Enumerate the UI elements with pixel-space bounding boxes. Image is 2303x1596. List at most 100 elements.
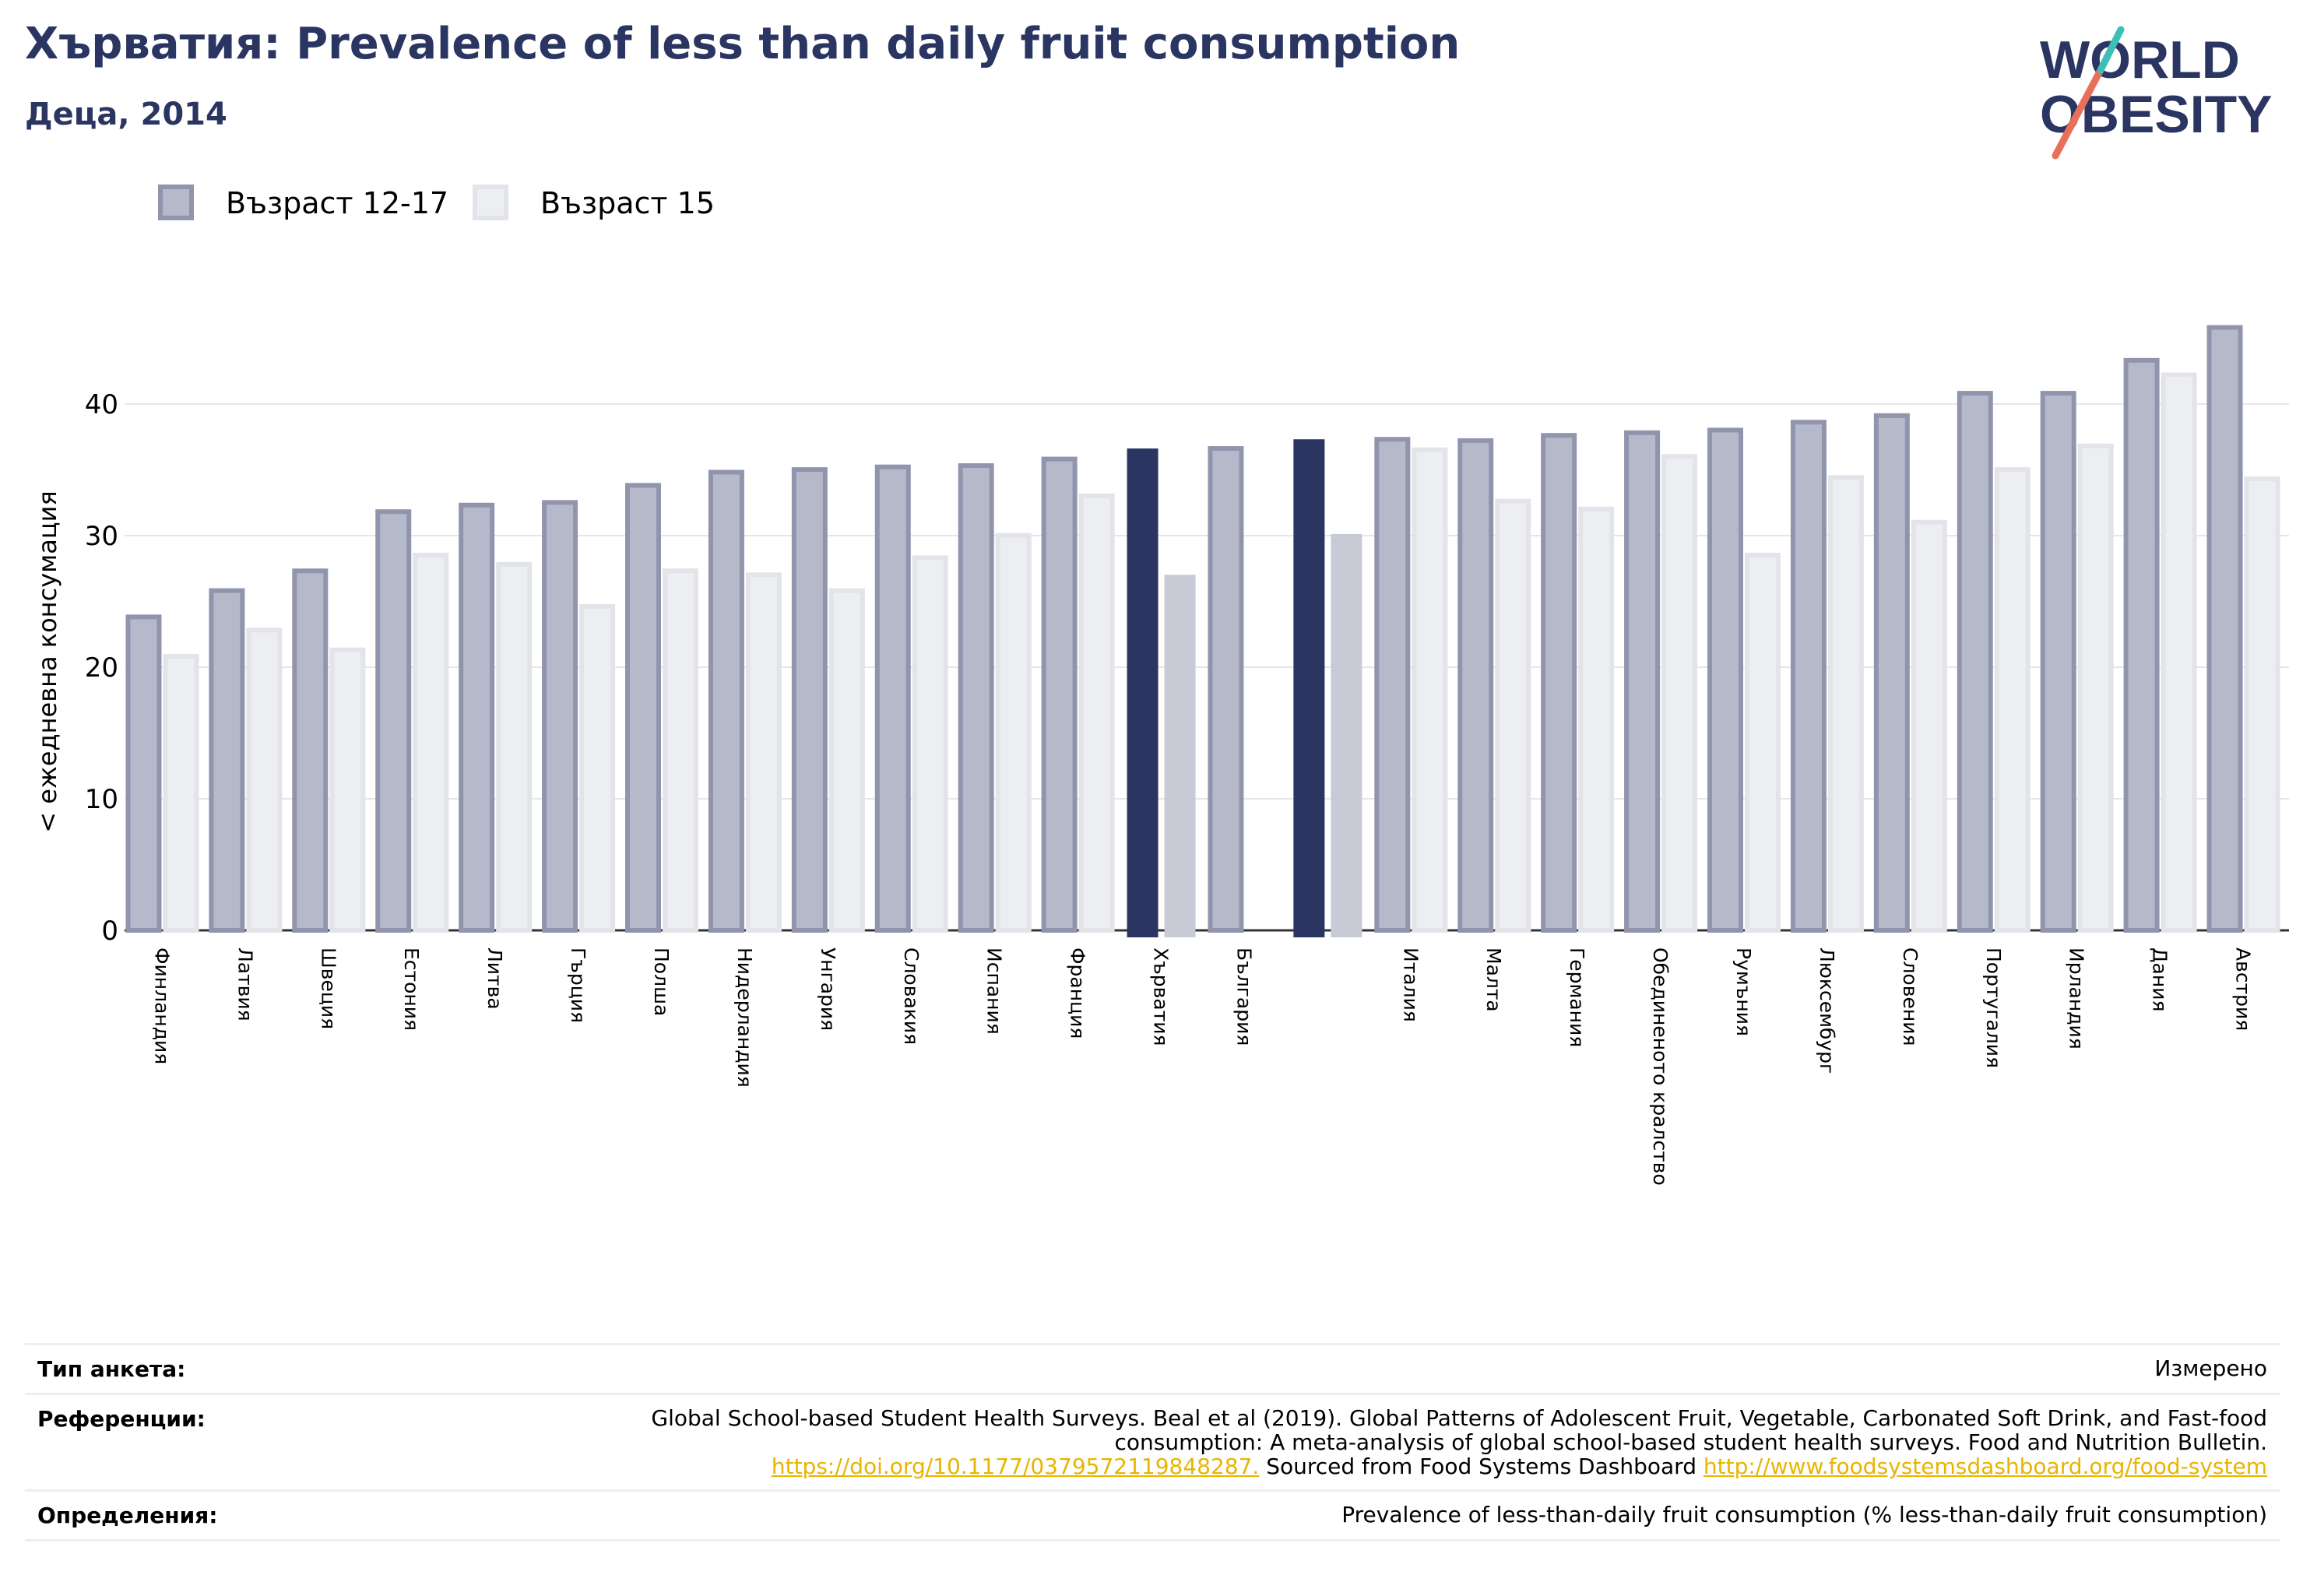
- bar-age-12-17-17: [1541, 433, 1577, 933]
- bar-age-15-25: [2244, 476, 2280, 933]
- bar-age-12-17-16: [1457, 438, 1494, 933]
- bar-age-15-18: [1661, 454, 1698, 933]
- info-table: Тип анкета: Измерено Референции: Global …: [25, 1343, 2280, 1542]
- category-label: Гърция: [567, 947, 589, 1023]
- legend-label: Възраст 12-17: [226, 186, 448, 220]
- y-tick-label: 30: [85, 521, 118, 552]
- bar-age-12-17-19: [1707, 427, 1743, 933]
- bar-age-12-17-13: [1208, 446, 1244, 933]
- y-tick-label: 0: [101, 916, 118, 947]
- category-label: Нидерландия: [733, 947, 756, 1088]
- category-label: Малта: [1482, 947, 1505, 1012]
- category-label: Унгария: [817, 947, 839, 1031]
- info-row-defs: Определения: Prevalence of less-than-dai…: [25, 1489, 2280, 1542]
- info-row-refs: Референции: Global School-based Student …: [25, 1393, 2280, 1489]
- bar-age-12-17-8: [791, 467, 828, 933]
- category-label: Испания: [983, 947, 1006, 1035]
- world-obesity-logo: WORLD OBESITY: [2040, 26, 2273, 160]
- y-tick-label: 10: [85, 784, 118, 815]
- bar-age-15-24: [2161, 372, 2197, 933]
- bar-age-15-6: [663, 568, 698, 933]
- category-label: Финландия: [150, 947, 173, 1064]
- references-text: Global School-based Student Health Surve…: [651, 1405, 2267, 1455]
- bar-age-12-17-3: [375, 509, 412, 933]
- doi-link[interactable]: https://doi.org/10.1177/0379572119848287…: [771, 1454, 1260, 1479]
- bar-age-15-9: [912, 555, 948, 933]
- bar-age-15-1: [246, 628, 283, 933]
- bar-age-15-16: [1495, 498, 1531, 933]
- bars: [125, 325, 2280, 937]
- bar-age-15-14: [1331, 533, 1362, 937]
- bar-chart: Възраст 12-17 Възраст 15 0 10 20 30 40 Финлан…: [33, 185, 2289, 1186]
- category-label: Литва: [483, 947, 506, 1010]
- bar-age-12-17-7: [708, 469, 744, 933]
- category-label: Франция: [1067, 947, 1089, 1039]
- bar-age-12-17-9: [874, 464, 911, 933]
- bar-age-15-3: [413, 552, 449, 933]
- definitions-value: Prevalence of less-than-daily fruit cons…: [1341, 1502, 2267, 1527]
- food-systems-link[interactable]: http://www.foodsystemsdashboard.org/food…: [1703, 1454, 2267, 1479]
- bar-age-12-17-12: [1127, 448, 1159, 937]
- bar-age-15-20: [1827, 475, 1864, 933]
- bar-age-12-17-25: [2206, 325, 2243, 933]
- y-tick-label: 40: [85, 389, 118, 420]
- logo-line1: WORLD: [2040, 30, 2240, 90]
- info-row-survey: Тип анкета: Измерено: [25, 1343, 2280, 1393]
- legend-swatch: [473, 185, 508, 220]
- category-labels: Финландия Латвия Швеция Естония Литва Гърция П…: [150, 947, 2254, 1186]
- references-label: Референции:: [37, 1406, 206, 1432]
- bar-age-15-7: [745, 572, 782, 933]
- category-label: България: [1232, 947, 1255, 1046]
- references-mid: Sourced from Food Systems Dashboard: [1259, 1454, 1704, 1479]
- category-label: Австрия: [2232, 947, 2255, 1031]
- category-label: Ирландия: [2066, 947, 2088, 1049]
- bar-age-12-17-10: [958, 463, 994, 933]
- bar-age-15-10: [995, 533, 1032, 933]
- bar-age-12-17-6: [625, 483, 661, 933]
- bar-age-12-17-24: [2123, 357, 2160, 933]
- references-value: Global School-based Student Health Surve…: [554, 1406, 2267, 1478]
- bar-age-15-5: [579, 603, 616, 933]
- category-label: Румъния: [1732, 947, 1755, 1036]
- bar-age-12-17-21: [1873, 413, 1910, 933]
- legend: Възраст 12-17 Възраст 15: [158, 185, 715, 220]
- bar-age-15-2: [329, 647, 366, 933]
- category-label: Латвия: [234, 947, 256, 1021]
- category-label: Швеция: [317, 947, 339, 1029]
- category-label: Дания: [2149, 947, 2171, 1011]
- bar-age-15-23: [2077, 443, 2114, 933]
- y-axis-ticks: 0 10 20 30 40: [85, 389, 118, 947]
- y-axis-label: < ежедневна консумация: [33, 490, 62, 832]
- bar-age-12-17-4: [459, 502, 495, 933]
- bar-age-12-17-1: [209, 588, 245, 933]
- bar-age-15-22: [1994, 467, 2031, 933]
- category-label: Германия: [1566, 947, 1588, 1047]
- bar-age-12-17-14: [1293, 439, 1325, 937]
- bar-age-15-8: [828, 588, 865, 933]
- bar-age-12-17-5: [542, 500, 578, 933]
- bar-age-15-0: [163, 654, 199, 933]
- bar-age-12-17-20: [1790, 420, 1827, 933]
- category-label: Естония: [400, 947, 423, 1031]
- survey-type-label: Тип анкета:: [37, 1356, 186, 1382]
- survey-type-value: Измерено: [2154, 1355, 2267, 1381]
- category-label: Люксембург: [1816, 947, 1838, 1074]
- category-label: Италия: [1399, 947, 1422, 1022]
- bar-age-12-17-2: [292, 568, 329, 933]
- bar-age-15-21: [1911, 519, 1947, 933]
- bar-age-15-17: [1578, 506, 1615, 933]
- category-label: Словакия: [900, 947, 923, 1045]
- bar-age-12-17-18: [1624, 430, 1661, 933]
- y-tick-label: 20: [85, 652, 118, 684]
- bar-age-15-19: [1745, 552, 1781, 933]
- category-label: Обединеното кралство: [1649, 947, 1672, 1186]
- bar-age-12-17-23: [2040, 391, 2076, 933]
- legend-label: Възраст 15: [540, 186, 715, 220]
- category-label: Словения: [1899, 947, 1922, 1046]
- legend-swatch: [158, 185, 194, 220]
- bar-age-15-11: [1078, 493, 1115, 933]
- bar-age-12-17-15: [1374, 437, 1411, 933]
- category-label: Полша: [650, 947, 673, 1016]
- bar-age-12-17-22: [1957, 391, 1993, 933]
- category-label: Хърватия: [1150, 947, 1173, 1046]
